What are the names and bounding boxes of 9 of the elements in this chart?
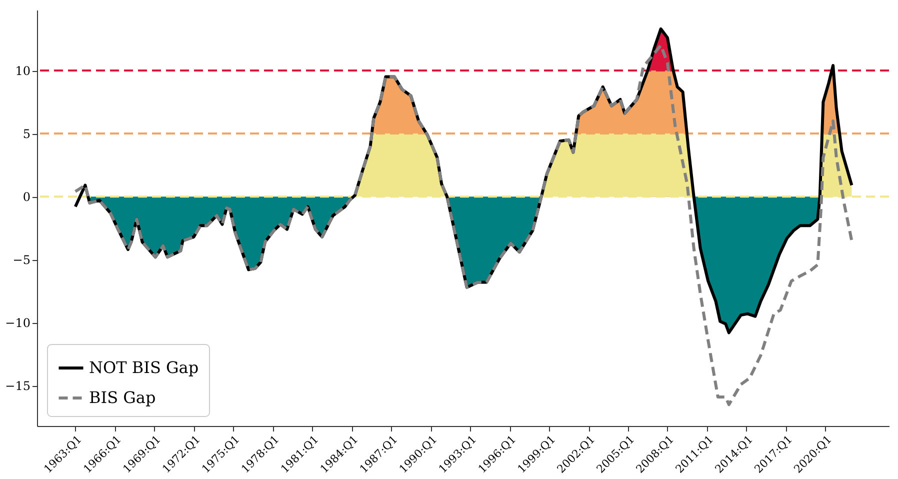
y-tick-label: 0 (22, 190, 30, 204)
y-tick-label: −15 (5, 379, 30, 394)
line-series (74, 44, 854, 406)
legend-label: BIS Gap (89, 388, 156, 407)
legend-label: NOT BIS Gap (89, 358, 199, 377)
y-tick-label: 5 (22, 127, 30, 142)
y-tick-label: −10 (5, 316, 30, 330)
y-tick-label: −5 (12, 253, 30, 268)
y-tick-label: 10 (15, 64, 30, 78)
